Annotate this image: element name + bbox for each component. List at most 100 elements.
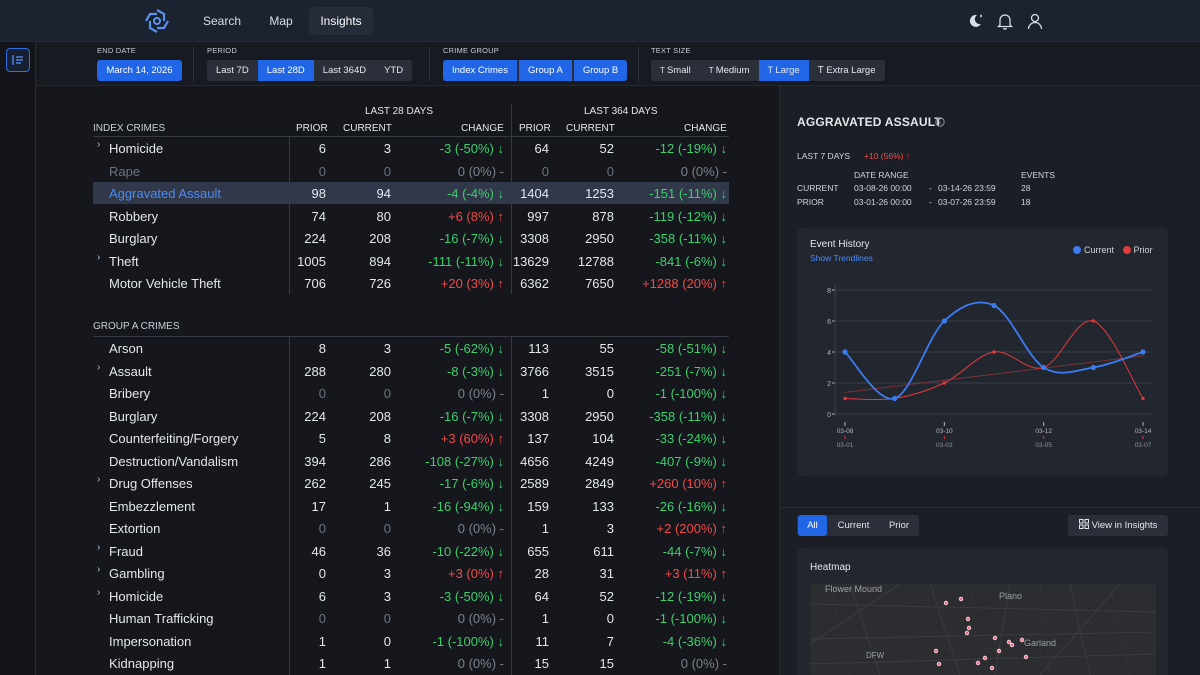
cell-p28: 1 [318,633,326,649]
crime-name: Embezzlement [109,498,195,514]
table-row[interactable]: Embezzlement 17 1 -16 (-94%) ↓ 159 133 -26 (-1… [93,495,729,517]
cell-ch28: +3 (60%) ↑ [440,431,504,446]
table-row[interactable]: Extortion 0 0 0 (0%) - 1 3 +2 (200%) ↑ [93,517,729,539]
crime-group-b[interactable]: Group B [573,60,628,81]
range-separator: - [929,197,932,207]
text-size-small[interactable]: T Small [660,65,691,76]
cell-c364: 52 [599,141,614,156]
cell-ch28: -3 (-50%) ↓ [439,141,504,156]
crime-group-a[interactable]: Group A [518,60,572,81]
cell-c364: 0 [606,386,614,401]
show-trendlines-link[interactable]: Show Trendlines [810,253,873,263]
table-row[interactable]: › Theft 1005 894 -111 (-11%) ↓ 13629 12788 -841… [93,250,729,272]
notifications-bell-icon[interactable] [996,12,1014,30]
toggle-all[interactable]: All [798,515,827,536]
table-row[interactable]: Human Trafficking 0 0 0 (0%) - 1 0 -1 (-100%) … [93,607,729,629]
cell-p364: 997 [527,208,549,224]
column-divider [289,136,290,294]
cell-ch28: +6 (8%) ↑ [448,208,504,224]
user-profile-icon[interactable] [1026,12,1044,30]
crime-group-index[interactable]: Index Crimes [443,60,517,81]
table-row[interactable]: › Fraud 46 36 -10 (-22%) ↓ 655 611 -44 (-7%) ↓ [93,540,729,562]
text-size-medium[interactable]: T Medium [708,65,750,76]
x-tick-label-current: 03-08 [837,428,854,435]
cell-p364: 113 [528,341,549,356]
detail-title: AGGRAVATED ASSAULT [797,115,942,129]
x-tick-label-prior: 03-07 [1135,442,1152,449]
cell-p364: 1404 [520,186,549,201]
table-row[interactable]: › Gambling 0 3 +3 (0%) ↑ 28 31 +3 (11%) ↑ [93,562,729,584]
cell-p364: 15 [534,656,549,671]
expand-chevron-icon[interactable]: › [97,251,101,263]
expand-chevron-icon[interactable]: › [97,361,101,373]
text-size-extra-large[interactable]: T Extra Large [817,65,876,76]
table-row[interactable]: Impersonation 1 0 -1 (-100%) ↓ 11 7 -4 (-36%) … [93,630,729,652]
cell-c28: 3 [383,566,391,581]
nav-tab-search[interactable]: Search [202,14,242,28]
theme-toggle-icon[interactable] [966,12,984,30]
table-row[interactable]: Bribery 0 0 0 (0%) - 1 0 -1 (-100%) ↓ [93,382,729,404]
table-row[interactable]: Destruction/Vandalism 394 286 -108 (-27%) ↓… [93,450,729,472]
table-row[interactable]: Robbery 74 80 +6 (8%) ↑ 997 878 -119 (-12%) ↓ [93,205,729,227]
cell-p28: 74 [311,208,326,224]
cell-ch28: -108 (-27%) ↓ [425,453,504,469]
table-row[interactable]: Counterfeiting/Forgery 5 8 +3 (60%) ↑ 137 104… [93,427,729,449]
cell-c364: 12788 [577,253,614,269]
crime-name: Counterfeiting/Forgery [109,431,239,446]
cell-ch364: +260 (10%) ↑ [649,476,727,491]
table-row[interactable]: Burglary 224 208 -16 (-7%) ↓ 3308 2950 -358 (-… [93,405,729,427]
crime-name: Drug Offenses [109,476,193,491]
table-row[interactable]: › Assault 288 280 -8 (-3%) ↓ 3766 3515 -251 (-7… [93,360,729,382]
table-row[interactable]: › Drug Offenses 262 245 -17 (-6%) ↓ 2589 2849 +… [93,472,729,494]
view-in-insights-button[interactable]: View in Insights [1068,515,1168,536]
table-row[interactable]: Aggravated Assault 98 94 -4 (-4%) ↓ 1404 1253… [93,182,729,204]
cell-ch28: -17 (-6%) ↓ [439,476,504,491]
text-size-xl-icon: T [817,65,827,76]
cell-p364: 3308 [520,231,549,246]
expand-chevron-icon[interactable]: › [97,474,101,485]
cell-p364: 159 [527,498,549,514]
cell-c364: 31 [599,566,614,581]
heatmap-map[interactable]: Flower Mound Plano Garland DFW [810,584,1156,675]
table-row[interactable]: Kidnapping 1 1 0 (0%) - 15 15 0 (0%) - [93,652,729,674]
expand-chevron-icon[interactable]: › [97,564,101,575]
text-size-large[interactable]: T Large [758,60,809,81]
cell-p364: 28 [534,566,549,581]
period-option-28d[interactable]: Last 28D [257,60,314,81]
end-date-picker[interactable]: March 14, 2026 [97,60,182,81]
expand-chevron-icon[interactable]: › [97,586,101,598]
period-option-364d[interactable]: Last 364D [322,65,367,76]
cell-c364: 0 [606,163,614,179]
cell-ch28: -3 (-50%) ↓ [439,588,504,604]
list-view-button[interactable] [6,48,30,72]
cell-p28: 98 [311,186,326,201]
period-option-7d[interactable]: Last 7D [216,65,249,76]
nav-tab-map[interactable]: Map [269,14,293,28]
col-current-28: CURRENT [343,123,392,134]
table-row[interactable]: Motor Vehicle Theft 706 726 +20 (3%) ↑ 6362 7… [93,272,729,294]
table-row[interactable]: Rape 0 0 0 (0%) - 0 0 0 (0%) - [93,160,729,182]
cell-c28: 3 [383,341,391,356]
table-row[interactable]: Arson 8 3 -5 (-62%) ↓ 113 55 -58 (-51%) ↓ [93,337,729,359]
cell-c364: 4249 [585,453,614,469]
text-size-label: TEXT SIZE [651,46,691,55]
info-icon[interactable] [935,117,945,127]
table-row[interactable]: › Homicide 6 3 -3 (-50%) ↓ 64 52 -12 (-19%) ↓ [93,585,729,607]
period-option-ytd[interactable]: YTD [384,65,404,76]
current-label: CURRENT [797,183,839,193]
toggle-current[interactable]: Current [837,520,870,531]
table-row[interactable]: › Homicide 6 3 -3 (-50%) ↓ 64 52 -12 (-19%) ↓ [93,137,729,159]
expand-chevron-icon[interactable]: › [97,139,101,150]
cell-ch364: -151 (-11%) ↓ [649,186,727,201]
cell-p364: 6362 [520,276,549,291]
toggle-prior[interactable]: Prior [888,520,910,531]
app-logo-icon[interactable] [144,8,170,34]
cell-ch28: 0 (0%) - [457,386,504,401]
data-point-current [842,349,848,355]
cell-ch28: -111 (-11%) ↓ [428,253,504,269]
cell-ch364: +1288 (20%) ↑ [642,276,727,291]
table-row[interactable]: Burglary 224 208 -16 (-7%) ↓ 3308 2950 -358 (-… [93,227,729,249]
cell-c364: 1253 [585,186,614,201]
nav-tab-insights[interactable]: Insights [309,7,373,35]
expand-chevron-icon[interactable]: › [97,541,101,553]
